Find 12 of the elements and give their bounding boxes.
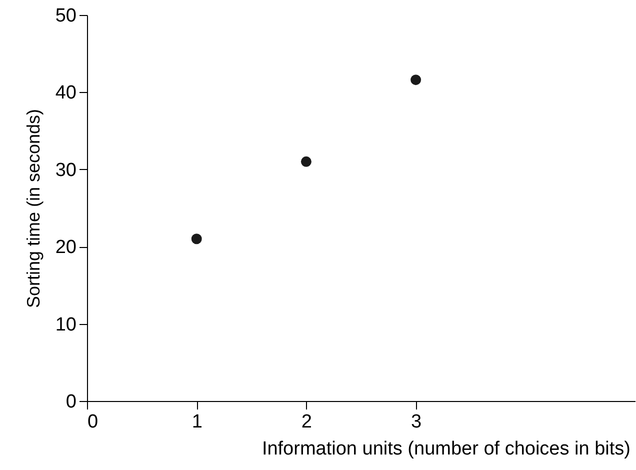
x-tick-label: 2 <box>301 412 312 432</box>
x-tick-label: 0 <box>88 412 98 432</box>
x-tick-label: 3 <box>411 412 422 432</box>
x-tick-label: 1 <box>192 412 202 432</box>
y-tick-label: 20 <box>55 237 76 258</box>
y-tick-label: 50 <box>55 6 76 26</box>
y-axis-title: Sorting time (in seconds) <box>23 108 44 308</box>
x-axis-title: Information units (number of choices in bits) <box>262 438 630 460</box>
y-tick-label: 0 <box>66 392 76 412</box>
y-tick-label: 30 <box>55 160 76 181</box>
y-tick-label: 10 <box>55 314 76 336</box>
y-tick-label: 40 <box>55 82 76 104</box>
